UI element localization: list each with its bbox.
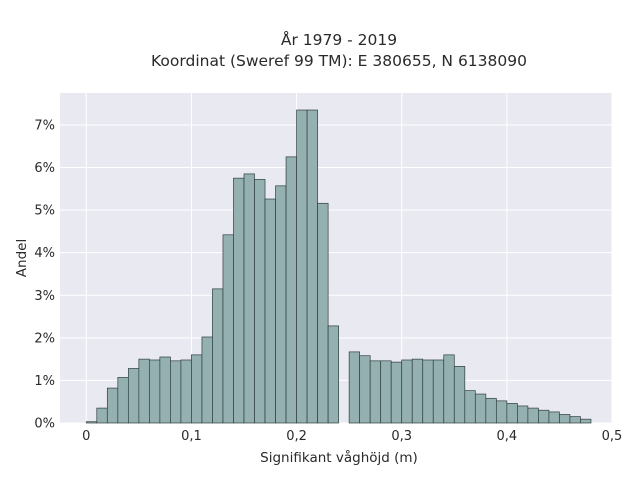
x-tick-label: 0 (82, 429, 90, 444)
histogram-bar (149, 359, 161, 424)
histogram-bar (464, 390, 476, 424)
histogram-bar (401, 359, 413, 424)
histogram-bar (317, 202, 329, 424)
histogram-bar (117, 377, 129, 424)
histogram-bar (422, 359, 434, 424)
histogram-bar (254, 179, 266, 424)
histogram-bar (275, 185, 287, 424)
histogram-bar (201, 336, 213, 424)
x-axis-title: Signifikant våghöjd (m) (260, 449, 418, 466)
histogram-bar (548, 411, 560, 424)
x-axis-ticks: 0 0,1 0,2 0,3 0,4 0,5 (82, 429, 622, 444)
y-tick-label: 1% (34, 374, 55, 389)
histogram-bar (443, 354, 455, 424)
histogram-bar (85, 421, 98, 424)
histogram-bar (296, 109, 308, 424)
histogram-bar (243, 173, 255, 424)
histogram-bar (138, 358, 150, 424)
histogram-bar (506, 403, 518, 424)
histogram-bar (538, 409, 550, 424)
histogram-bar (390, 361, 403, 424)
histogram-bar (180, 359, 192, 424)
histogram-bar (306, 109, 318, 424)
histogram-bar (369, 360, 382, 424)
y-axis-title: Andel (14, 239, 30, 277)
y-tick-label: 7% (34, 118, 55, 133)
histogram-bar (191, 354, 203, 424)
histogram-bar (517, 405, 529, 424)
x-tick-label: 0,5 (602, 429, 623, 444)
x-tick-label: 0,2 (286, 429, 307, 444)
chart-subtitle: Koordinat (Sweref 99 TM): E 380655, N 61… (151, 52, 527, 70)
histogram-bar (569, 416, 581, 424)
histogram-bar (527, 407, 539, 424)
histogram-bar (212, 288, 224, 424)
histogram-bar (106, 387, 119, 424)
histogram-bar (327, 325, 339, 424)
histogram-bar (495, 400, 508, 424)
y-tick-label: 2% (34, 331, 55, 346)
x-tick-label: 0,1 (181, 429, 202, 444)
chart-title: År 1979 - 2019 (281, 30, 397, 49)
histogram-bar (432, 359, 445, 424)
y-tick-label: 6% (34, 161, 55, 176)
y-tick-label: 0% (34, 417, 55, 432)
x-tick-label: 0,3 (391, 429, 412, 444)
histogram-bar (485, 397, 497, 424)
y-tick-label: 3% (34, 289, 55, 304)
histogram-bar (170, 360, 182, 424)
histogram-bar (233, 177, 245, 424)
histogram-bar (474, 393, 487, 424)
histogram-bar (96, 407, 108, 424)
histogram-bar (453, 366, 466, 424)
histogram-bar (411, 358, 424, 424)
x-tick-label: 0,4 (497, 429, 518, 444)
histogram-bar (285, 156, 297, 424)
histogram-bar (264, 198, 276, 424)
histogram-bar (580, 418, 592, 424)
y-axis-ticks: 0% 1% 2% 3% 4% 5% 6% 7% (34, 118, 55, 431)
bars (85, 109, 592, 424)
histogram-bar (127, 368, 140, 424)
histogram-bar (222, 234, 234, 424)
histogram-bar (348, 351, 361, 424)
y-tick-label: 5% (34, 204, 55, 219)
y-tick-label: 4% (34, 246, 55, 261)
histogram-bar (380, 360, 392, 424)
histogram-bar (159, 356, 171, 424)
histogram-bar (559, 414, 571, 424)
histogram-bar (359, 355, 371, 424)
